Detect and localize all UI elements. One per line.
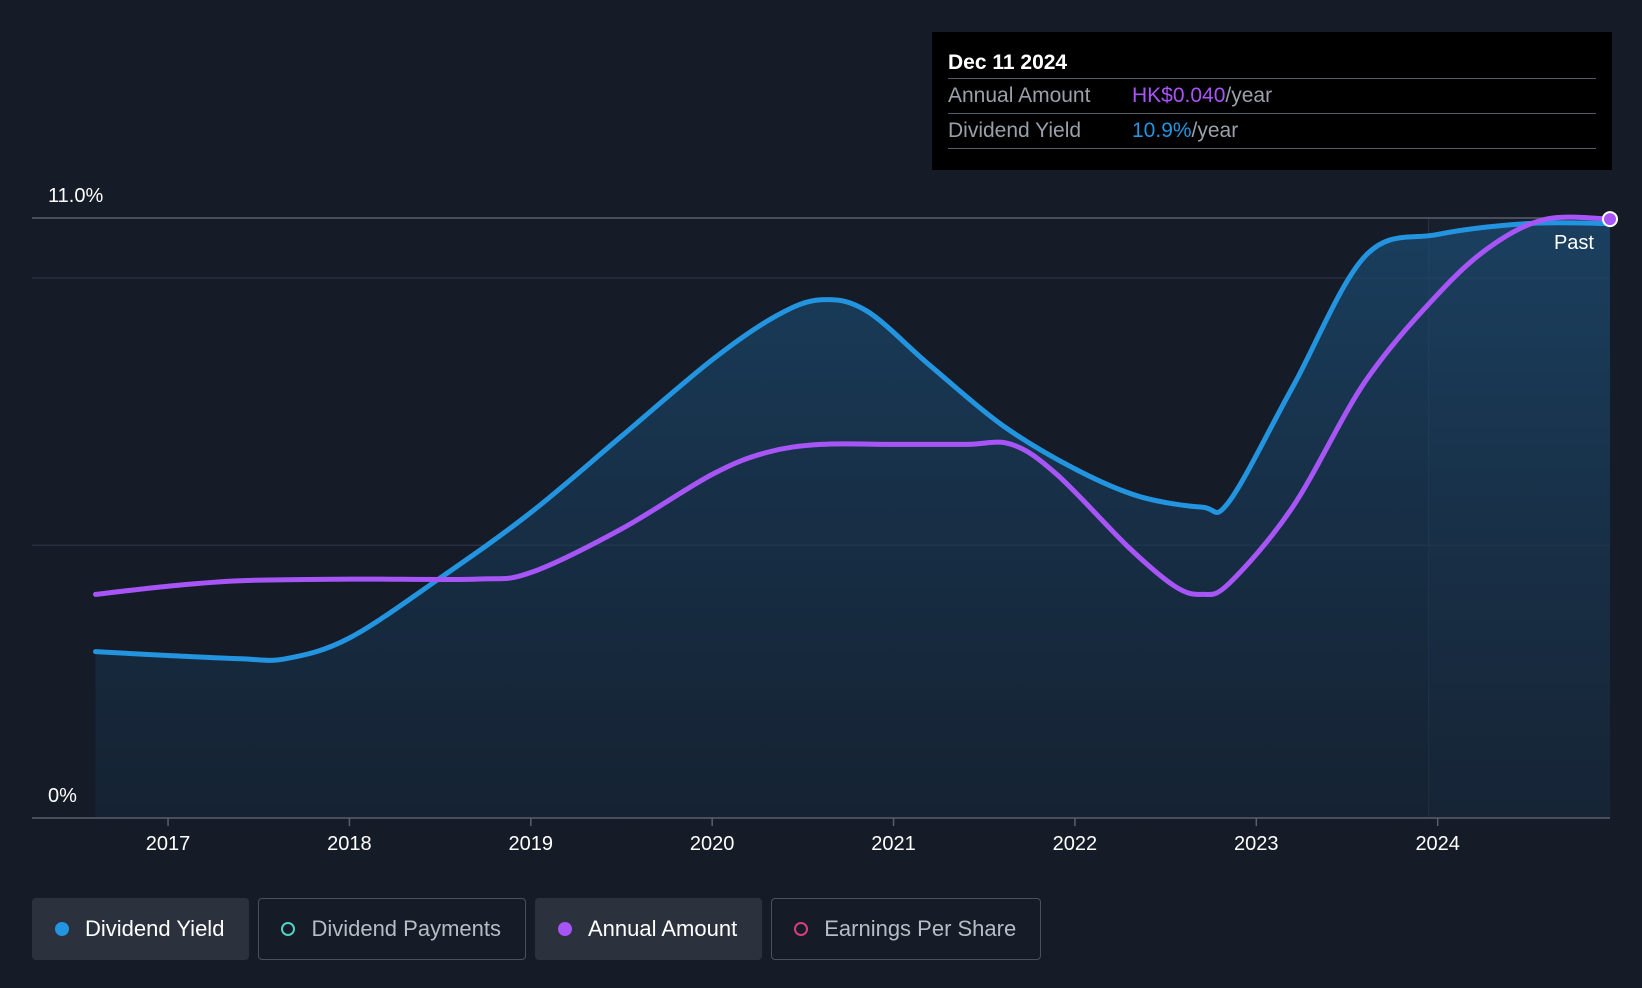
legend-earnings-per-share[interactable]: Earnings Per Share xyxy=(771,898,1042,960)
tooltip: Dec 11 2024 Annual Amount HK$0.040 /year… xyxy=(932,32,1612,170)
tooltip-value: HK$0.040 xyxy=(1132,84,1226,107)
tooltip-label: Annual Amount xyxy=(948,84,1091,107)
legend-dot-icon xyxy=(55,922,69,936)
annual-amount-line xyxy=(93,214,1613,598)
x-tick-label: 2024 xyxy=(1415,833,1460,855)
y-tick-label-max: 11.0% xyxy=(48,185,103,207)
x-tick-label: 2019 xyxy=(509,833,554,855)
x-axis: 2017 2018 2019 2020 2021 2022 2023 2024 xyxy=(32,817,1610,855)
x-tick-label: 2021 xyxy=(871,833,916,855)
x-tick-label: 2022 xyxy=(1053,833,1098,855)
legend-dividend-payments[interactable]: Dividend Payments xyxy=(258,898,526,960)
line-layer xyxy=(93,214,1613,663)
tooltip-date: Dec 11 2024 xyxy=(948,51,1068,74)
legend-dot-icon xyxy=(794,922,809,936)
past-label: Past xyxy=(1554,232,1594,254)
legend-annual-amount[interactable]: Annual Amount xyxy=(534,898,763,960)
tooltip-unit: /year xyxy=(1191,119,1239,142)
legend-label: Dividend Yield xyxy=(85,916,225,941)
x-tick-label: 2020 xyxy=(690,833,735,855)
legend-label: Dividend Payments xyxy=(311,916,501,941)
tooltip-value: 10.9% xyxy=(1132,119,1192,142)
y-tick-label-min: 0% xyxy=(48,785,77,807)
area-layer xyxy=(95,222,1610,818)
tooltip-row-annual-amount: Annual Amount HK$0.040 /year xyxy=(948,78,1596,113)
legend-label: Earnings Per Share xyxy=(824,916,1017,941)
y-axis: 0% 11.0% xyxy=(48,185,103,807)
legend-dot-icon xyxy=(281,922,296,936)
x-tick-label: 2017 xyxy=(146,833,191,855)
tooltip-label: Dividend Yield xyxy=(948,119,1082,142)
x-tick-label: 2023 xyxy=(1234,833,1279,855)
legend-dividend-yield[interactable]: Dividend Yield xyxy=(32,898,250,960)
legend-dot-icon xyxy=(557,922,572,936)
end-point-marker xyxy=(1602,211,1618,228)
dividend-chart: 2017 2018 2019 2020 2021 2022 2023 2024 0% 11.0%… xyxy=(32,185,1618,855)
dividend-yield-area xyxy=(95,222,1610,818)
x-tick-label: 2018 xyxy=(327,833,372,855)
legend-label: Annual Amount xyxy=(587,916,738,941)
tooltip-unit: /year xyxy=(1225,84,1273,107)
legend: Dividend Yield Dividend Payments Annual … xyxy=(32,898,1042,960)
tooltip-row-dividend-yield: Dividend Yield 10.9% /year xyxy=(948,113,1596,149)
dividend-yield-line xyxy=(93,220,1613,663)
